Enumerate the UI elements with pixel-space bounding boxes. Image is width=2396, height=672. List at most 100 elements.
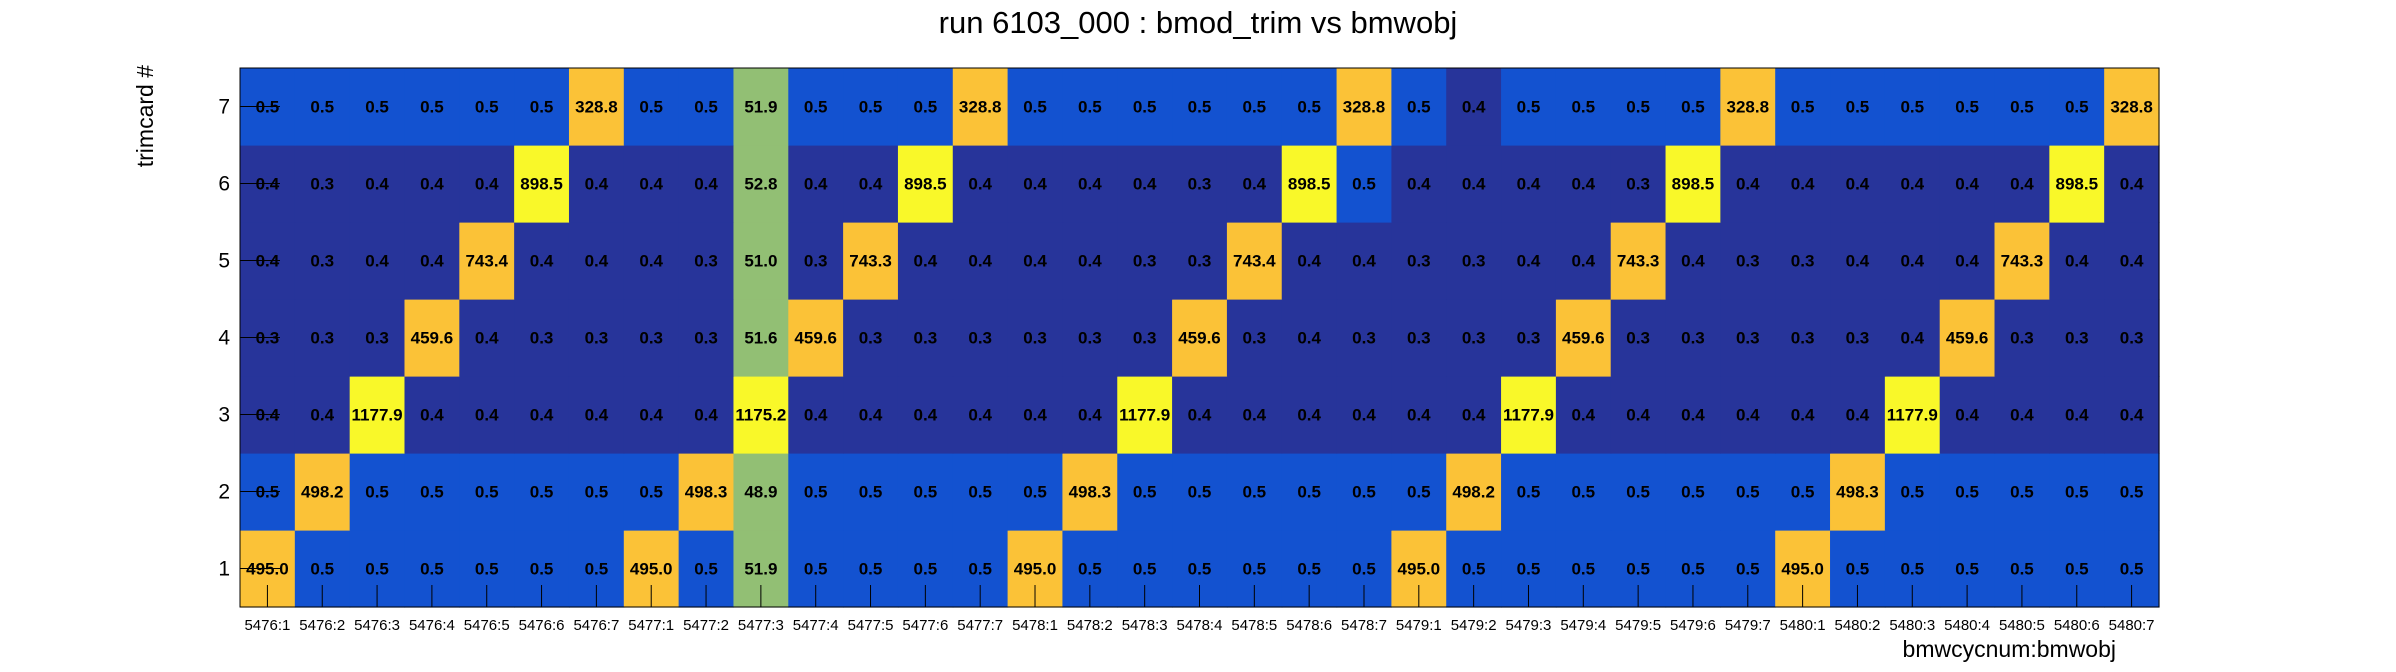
heatmap-cell — [1226, 376, 1283, 454]
cell-value-label: 0.4 — [914, 406, 938, 425]
heatmap-cell — [1555, 222, 1612, 300]
heatmap-cell — [1117, 299, 1173, 377]
cell-value-label: 0.5 — [420, 560, 444, 579]
cell-value-label: 498.2 — [1452, 483, 1495, 502]
cell-value-label: 0.4 — [310, 406, 334, 425]
cell-value-label: 0.4 — [1846, 406, 1870, 425]
cell-value-label: 0.4 — [1955, 252, 1979, 271]
cell-value-label: 459.6 — [794, 329, 837, 348]
x-tick-label: 5476:6 — [519, 617, 565, 634]
heatmap-cell — [1117, 376, 1173, 454]
cell-value-label: 0.3 — [365, 329, 389, 348]
cell-value-label: 0.4 — [2010, 175, 2034, 194]
x-tick-label: 5477:5 — [848, 617, 894, 634]
heatmap-cell — [1884, 376, 1941, 454]
cell-value-label: 0.3 — [1626, 175, 1650, 194]
heatmap-cell — [1720, 222, 1776, 300]
heatmap-cell — [1939, 299, 1996, 377]
cell-value-label: 0.5 — [914, 483, 938, 502]
x-tick-label: 5480:3 — [1889, 617, 1935, 634]
heatmap-cell — [1994, 376, 2050, 454]
cell-value-label: 0.5 — [1900, 98, 1924, 117]
x-tick-label: 5480:7 — [2109, 617, 2155, 634]
x-tick-labels: 5476:1 5476:2 5476:3 5476:4 5476:5 5476:6 5476… — [244, 617, 2154, 634]
heatmap-cell — [1720, 376, 1776, 454]
heatmap-cell — [623, 453, 680, 531]
cell-value-label: 0.5 — [1078, 98, 1102, 117]
heatmap-cell — [349, 376, 406, 454]
heatmap-cell — [1172, 145, 1228, 223]
cell-value-label: 0.5 — [1846, 560, 1870, 579]
heatmap-cell — [404, 68, 460, 146]
cell-value-label: 0.4 — [804, 175, 828, 194]
cell-value-label: 0.4 — [1791, 175, 1815, 194]
heatmap-cell — [1336, 376, 1392, 454]
heatmap-cell — [843, 222, 899, 300]
cell-value-label: 0.4 — [639, 175, 663, 194]
heatmap-cell — [952, 376, 1009, 454]
cell-value-label: 1175.2 — [735, 406, 786, 425]
cell-value-label: 0.4 — [1133, 175, 1157, 194]
heatmap-cell — [1775, 145, 1831, 223]
heatmap-cell — [294, 299, 351, 377]
heatmap-cell — [1665, 222, 1721, 300]
axis-ticks — [240, 106, 2133, 607]
cell-value-label: 0.4 — [1517, 252, 1541, 271]
heatmap-cell — [1720, 453, 1776, 531]
cell-value-label: 0.5 — [1626, 560, 1650, 579]
heatmap-cell — [514, 453, 570, 531]
heatmap-cell — [1117, 453, 1173, 531]
cell-value-label: 0.5 — [1571, 560, 1595, 579]
cell-value-label: 459.6 — [1562, 329, 1605, 348]
cell-value-label: 0.3 — [1407, 252, 1431, 271]
heatmap-cell — [1555, 299, 1612, 377]
cell-value-label: 0.4 — [859, 175, 883, 194]
cell-value-label: 0.4 — [639, 252, 663, 271]
y-tick-label: 6 — [218, 173, 230, 196]
heatmap-cell — [514, 145, 570, 223]
cell-value-label: 0.4 — [2120, 252, 2144, 271]
cell-value-label: 0.4 — [968, 252, 992, 271]
x-tick-label: 5478:1 — [1012, 617, 1058, 634]
cell-value-label: 0.4 — [1846, 252, 1870, 271]
cell-value-label: 51.9 — [744, 560, 777, 579]
heatmap-cell — [459, 453, 515, 531]
cell-value-label: 0.5 — [1133, 560, 1157, 579]
cell-value-label: 0.4 — [2065, 406, 2089, 425]
cell-value-label: 0.4 — [1407, 175, 1431, 194]
cell-value-label: 0.4 — [1462, 406, 1486, 425]
cell-value-label: 0.4 — [1846, 175, 1870, 194]
heatmap-cell — [1884, 222, 1941, 300]
cell-value-label: 0.4 — [1571, 175, 1595, 194]
cell-value-label: 1177.9 — [1887, 406, 1938, 425]
cell-value-label: 0.4 — [475, 175, 499, 194]
cell-value-label: 0.4 — [1078, 175, 1102, 194]
heatmap-cell — [1884, 145, 1941, 223]
heatmap-cell — [1391, 145, 1447, 223]
cell-value-label: 0.4 — [2065, 252, 2089, 271]
cell-value-label: 0.5 — [639, 483, 663, 502]
x-tick-label: 5477:7 — [957, 617, 1003, 634]
heatmap-cell — [1884, 68, 1941, 146]
heatmap-cell — [1720, 68, 1776, 146]
x-tick-label: 5478:4 — [1177, 617, 1223, 634]
heatmap-cell — [1830, 453, 1886, 531]
cell-value-label: 0.4 — [1791, 406, 1815, 425]
heatmap-cell — [568, 222, 625, 300]
cell-value-label: 0.4 — [1955, 406, 1979, 425]
heatmap-cell — [1884, 453, 1941, 531]
cell-value-label: 0.3 — [1462, 329, 1486, 348]
heatmap-cell — [1446, 68, 1502, 146]
heatmap-cell — [1939, 453, 1996, 531]
cell-value-label: 0.3 — [1133, 252, 1157, 271]
cell-value-label: 0.3 — [1791, 329, 1815, 348]
x-tick-label: 5479:3 — [1506, 617, 1552, 634]
cell-value-label: 0.3 — [1736, 252, 1760, 271]
cell-value-label: 0.5 — [1517, 483, 1541, 502]
heatmap-cell — [1391, 376, 1447, 454]
cell-value-label: 0.3 — [1243, 329, 1267, 348]
cell-value-label: 0.5 — [859, 483, 883, 502]
cell-value-label: 0.3 — [1407, 329, 1431, 348]
heatmap-cell — [1665, 68, 1721, 146]
heatmap-cell — [568, 68, 625, 146]
